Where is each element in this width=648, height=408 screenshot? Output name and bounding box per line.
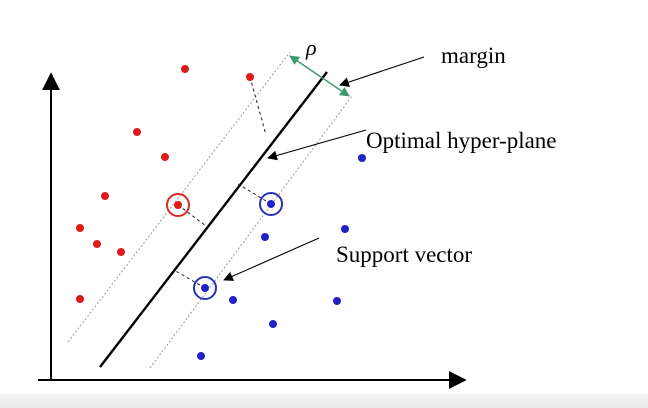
optimal-hyperplane <box>99 71 328 368</box>
support-vector-ring-class-b <box>193 276 217 300</box>
projection-lines <box>173 76 272 289</box>
data-point-class-b <box>358 154 366 162</box>
support-vector-label: Support vector <box>336 242 472 267</box>
data-point-class-b <box>333 297 341 305</box>
data-point-class-b <box>341 225 349 233</box>
optimal-hyperplane-label: Optimal hyper-plane <box>366 128 557 153</box>
data-point-class-b <box>269 320 277 328</box>
margin-line-lower <box>149 95 353 369</box>
data-point-class-b <box>267 200 275 208</box>
data-point-class-a <box>117 248 125 256</box>
data-point-class-a <box>76 295 84 303</box>
data-point-class-a <box>181 65 189 73</box>
margin-callout-arrow <box>339 56 425 87</box>
margin-boundaries <box>67 51 353 369</box>
data-point-class-b <box>261 233 269 241</box>
data-point-class-a <box>161 153 169 161</box>
margin-line-upper <box>67 51 291 343</box>
projection-line <box>237 183 272 205</box>
data-point-class-a <box>76 224 84 232</box>
data-point-class-a <box>93 240 101 248</box>
support-vector-rings <box>166 192 283 300</box>
bottom-strip <box>0 394 648 408</box>
class-a-points <box>76 65 254 303</box>
callout-arrows <box>223 56 425 281</box>
margin-label: margin <box>441 43 506 68</box>
data-point-class-b <box>197 352 205 360</box>
data-point-class-a <box>174 201 182 209</box>
hyperplane-callout-arrow <box>267 129 367 161</box>
support-vector-callout-arrow <box>223 237 320 281</box>
data-point-class-a <box>133 128 141 136</box>
data-point-class-a <box>246 73 254 81</box>
data-point-class-b <box>229 296 237 304</box>
rho-label: ρ <box>305 35 317 60</box>
class-b-points <box>197 154 366 360</box>
projection-line <box>249 76 267 136</box>
data-point-class-a <box>101 192 109 200</box>
axes <box>38 72 467 389</box>
data-point-class-b <box>201 284 209 292</box>
support-vector-ring-class-b <box>259 192 283 216</box>
margin-width-arrow <box>289 55 350 97</box>
support-vector-ring-class-a <box>166 193 190 217</box>
